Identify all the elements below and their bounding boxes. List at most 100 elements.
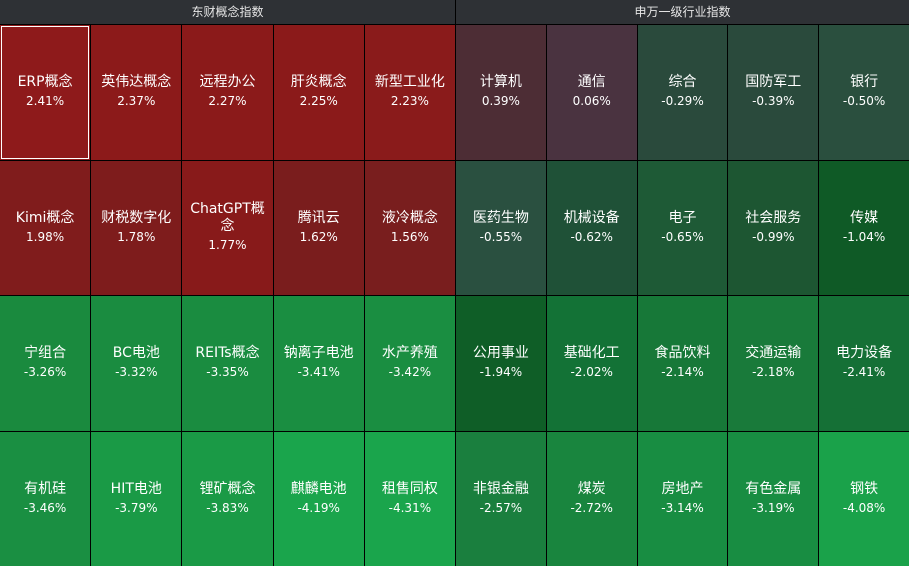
index-name: 水产养殖 [381, 345, 438, 362]
index-tile[interactable]: 有机硅 -3.46% [0, 431, 91, 566]
tile-grid: ERP概念 2.41% 英伟达概念 2.37% 远程办公 2.27% 肝炎概念 2.25% 新型… [0, 25, 455, 566]
index-change: -2.18% [752, 365, 795, 380]
index-change: -2.02% [570, 365, 613, 380]
index-change: -3.14% [661, 500, 704, 515]
index-tile[interactable]: 钢铁 -4.08% [819, 431, 909, 566]
index-tile[interactable]: 远程办公 2.27% [182, 25, 273, 160]
index-change: -2.41% [842, 365, 886, 380]
index-name: 有机硅 [24, 480, 67, 497]
index-change: -0.65% [661, 229, 704, 244]
index-tile[interactable]: Kimi概念 1.98% [0, 160, 91, 295]
index-name: 银行 [850, 74, 879, 91]
index-name: HIT电池 [110, 480, 162, 497]
index-change: 2.41% [26, 94, 65, 109]
index-name: 非银金融 [472, 480, 529, 497]
index-tile[interactable]: 公用事业 -1.94% [456, 296, 546, 431]
index-change: -3.83% [206, 500, 249, 515]
index-tile[interactable]: 麒麟电池 -4.19% [273, 431, 364, 566]
index-change: -0.39% [752, 94, 795, 109]
index-tile[interactable]: 有色金属 -3.19% [728, 431, 819, 566]
index-tile[interactable]: 电子 -0.65% [637, 160, 728, 295]
tile-grid: 计算机 0.39% 通信 0.06% 综合 -0.29% 国防军工 -0.39% 银行 -0.50… [456, 25, 909, 566]
panel-title: 东财概念指数 [0, 0, 455, 25]
index-tile[interactable]: ChatGPT概念 1.77% [182, 160, 273, 295]
index-tile[interactable]: 医药生物 -0.55% [456, 160, 546, 295]
index-change: 1.62% [299, 229, 338, 244]
index-tile[interactable]: 计算机 0.39% [456, 25, 546, 160]
index-change: 2.25% [299, 94, 338, 109]
index-tile[interactable]: 非银金融 -2.57% [456, 431, 546, 566]
index-name: 新型工业化 [374, 74, 445, 91]
index-name: 远程办公 [199, 74, 256, 91]
index-name: 腾讯云 [297, 209, 340, 226]
index-name: 通信 [577, 74, 606, 91]
index-change: -2.14% [661, 365, 704, 380]
index-change: -0.55% [479, 229, 523, 244]
index-name: 肝炎概念 [290, 74, 347, 91]
index-name: 有色金属 [745, 480, 802, 497]
index-tile[interactable]: 租售同权 -4.31% [364, 431, 455, 566]
index-tile[interactable]: 宁组合 -3.26% [0, 296, 91, 431]
index-tile[interactable]: 机械设备 -0.62% [546, 160, 637, 295]
index-tile[interactable]: REITs概念 -3.35% [182, 296, 273, 431]
index-tile[interactable]: ERP概念 2.41% [0, 25, 91, 160]
index-change: -0.29% [661, 94, 704, 109]
index-name: 计算机 [479, 74, 522, 91]
index-tile[interactable]: 锂矿概念 -3.83% [182, 431, 273, 566]
index-name: 综合 [668, 74, 697, 91]
index-change: 1.98% [26, 229, 65, 244]
panel: 东财概念指数 ERP概念 2.41% 英伟达概念 2.37% 远程办公 2.27% 肝炎概念 2… [0, 0, 455, 566]
index-tile[interactable]: 英伟达概念 2.37% [91, 25, 182, 160]
index-tile[interactable]: 通信 0.06% [546, 25, 637, 160]
index-change: -3.26% [23, 365, 67, 380]
index-change: 2.27% [208, 94, 247, 109]
index-name: Kimi概念 [15, 209, 75, 226]
index-tile[interactable]: 银行 -0.50% [819, 25, 909, 160]
index-name: 基础化工 [563, 345, 620, 362]
index-tile[interactable]: 食品饮料 -2.14% [637, 296, 728, 431]
index-tile[interactable]: 新型工业化 2.23% [364, 25, 455, 160]
index-tile[interactable]: 煤炭 -2.72% [546, 431, 637, 566]
index-tile[interactable]: 钠离子电池 -3.41% [273, 296, 364, 431]
index-name: 医药生物 [472, 209, 529, 226]
index-tile[interactable]: 社会服务 -0.99% [728, 160, 819, 295]
index-tile[interactable]: 房地产 -3.14% [637, 431, 728, 566]
index-change: -3.79% [115, 500, 158, 515]
index-name: 交通运输 [745, 345, 802, 362]
index-change: 1.77% [208, 238, 247, 253]
index-tile[interactable]: 肝炎概念 2.25% [273, 25, 364, 160]
index-name: 钠离子电池 [283, 345, 354, 362]
index-change: -4.08% [842, 500, 886, 515]
index-name: 麒麟电池 [290, 480, 347, 497]
index-tile[interactable]: 财税数字化 1.78% [91, 160, 182, 295]
index-change: 2.23% [390, 94, 429, 109]
index-name: 电力设备 [836, 345, 893, 362]
index-name: 公用事业 [472, 345, 529, 362]
index-name: REITs概念 [195, 345, 260, 362]
index-name: 液冷概念 [381, 209, 438, 226]
index-tile[interactable]: 传媒 -1.04% [819, 160, 909, 295]
index-name: 电子 [668, 209, 697, 226]
index-tile[interactable]: 基础化工 -2.02% [546, 296, 637, 431]
index-change: -3.41% [297, 365, 340, 380]
index-change: -1.04% [842, 229, 886, 244]
index-name: 社会服务 [745, 209, 802, 226]
index-tile[interactable]: 综合 -0.29% [637, 25, 728, 160]
index-tile[interactable]: 国防军工 -0.39% [728, 25, 819, 160]
index-name: 财税数字化 [101, 209, 172, 226]
index-name: 传媒 [850, 209, 879, 226]
index-change: -2.57% [479, 500, 523, 515]
index-name: ChatGPT概念 [190, 201, 265, 235]
index-change: -4.31% [388, 500, 432, 515]
index-tile[interactable]: BC电池 -3.32% [91, 296, 182, 431]
index-tile[interactable]: 液冷概念 1.56% [364, 160, 455, 295]
index-name: 钢铁 [850, 480, 879, 497]
index-change: -3.32% [115, 365, 158, 380]
index-tile[interactable]: HIT电池 -3.79% [91, 431, 182, 566]
index-tile[interactable]: 水产养殖 -3.42% [364, 296, 455, 431]
index-tile[interactable]: 电力设备 -2.41% [819, 296, 909, 431]
index-tile[interactable]: 交通运输 -2.18% [728, 296, 819, 431]
index-tile[interactable]: 腾讯云 1.62% [273, 160, 364, 295]
index-change: -3.42% [388, 365, 432, 380]
index-name: BC电池 [112, 345, 160, 362]
